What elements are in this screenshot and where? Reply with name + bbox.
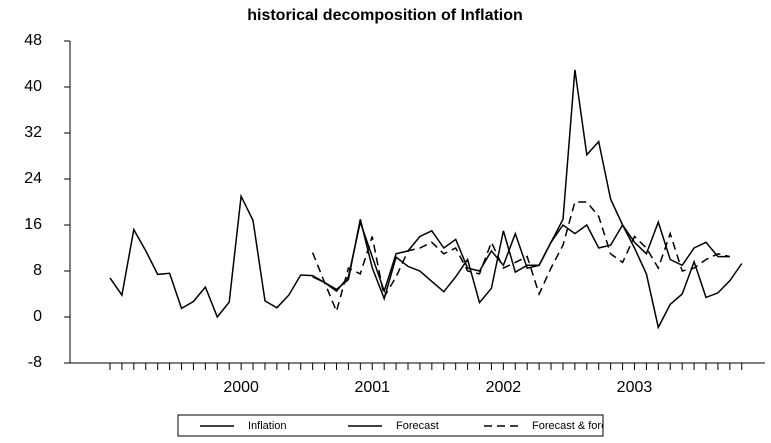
y-tick-label: 32 [24,124,42,141]
legend-label: Inflation [248,420,287,432]
y-tick-label: 8 [33,262,42,279]
y-tick-label: 48 [24,32,42,49]
y-tick-label: 16 [24,216,42,233]
legend: Inflation Forecast Forecast & forei [200,420,610,432]
legend-label: Forecast [396,420,439,432]
legend-label: Forecast & forei [532,420,610,432]
x-tick-label: 2001 [354,379,390,396]
x-tick-label: 2002 [486,379,522,396]
chart-title: historical decomposition of Inflation [247,7,523,24]
series-line [109,69,743,330]
legend-box [177,414,604,437]
x-tick-label: 2000 [223,379,259,396]
x-tick-label: 2003 [617,379,653,396]
y-tick-label: 0 [33,308,42,325]
series-line [311,201,730,314]
series-line [312,219,730,294]
y-tick-label: 24 [24,170,42,187]
y-tick-label: -8 [28,354,42,371]
y-tick-label: 40 [24,78,42,95]
